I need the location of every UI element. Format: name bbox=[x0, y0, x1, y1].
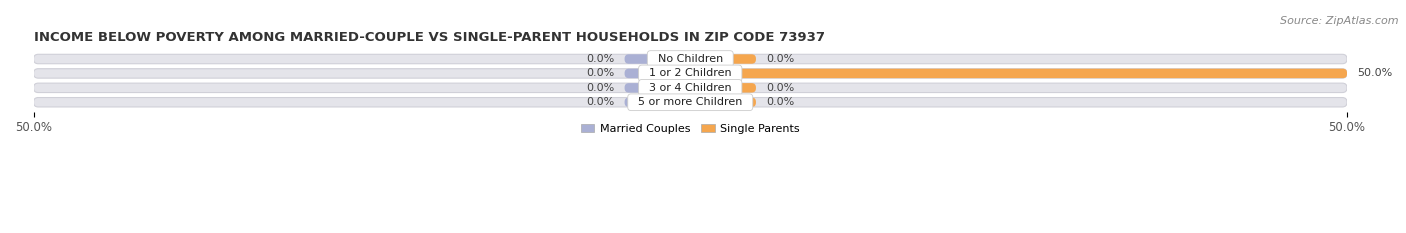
Text: 0.0%: 0.0% bbox=[766, 97, 794, 107]
Text: 50.0%: 50.0% bbox=[1358, 69, 1393, 79]
FancyBboxPatch shape bbox=[690, 69, 1347, 78]
FancyBboxPatch shape bbox=[624, 54, 690, 64]
Text: 1 or 2 Children: 1 or 2 Children bbox=[643, 69, 738, 79]
Legend: Married Couples, Single Parents: Married Couples, Single Parents bbox=[576, 119, 804, 138]
Text: 5 or more Children: 5 or more Children bbox=[631, 97, 749, 107]
Text: 0.0%: 0.0% bbox=[586, 54, 614, 64]
FancyBboxPatch shape bbox=[34, 98, 1347, 107]
FancyBboxPatch shape bbox=[690, 54, 756, 64]
Text: 0.0%: 0.0% bbox=[586, 69, 614, 79]
Text: Source: ZipAtlas.com: Source: ZipAtlas.com bbox=[1281, 16, 1399, 26]
FancyBboxPatch shape bbox=[624, 69, 690, 78]
Text: 0.0%: 0.0% bbox=[766, 54, 794, 64]
Text: 0.0%: 0.0% bbox=[766, 83, 794, 93]
FancyBboxPatch shape bbox=[624, 98, 690, 107]
Text: 0.0%: 0.0% bbox=[586, 97, 614, 107]
Text: 3 or 4 Children: 3 or 4 Children bbox=[643, 83, 738, 93]
FancyBboxPatch shape bbox=[34, 54, 1347, 64]
FancyBboxPatch shape bbox=[690, 98, 756, 107]
FancyBboxPatch shape bbox=[690, 83, 756, 93]
Text: INCOME BELOW POVERTY AMONG MARRIED-COUPLE VS SINGLE-PARENT HOUSEHOLDS IN ZIP COD: INCOME BELOW POVERTY AMONG MARRIED-COUPL… bbox=[34, 31, 824, 44]
FancyBboxPatch shape bbox=[34, 83, 1347, 93]
Text: No Children: No Children bbox=[651, 54, 730, 64]
FancyBboxPatch shape bbox=[624, 83, 690, 93]
FancyBboxPatch shape bbox=[34, 69, 1347, 78]
Text: 0.0%: 0.0% bbox=[586, 83, 614, 93]
